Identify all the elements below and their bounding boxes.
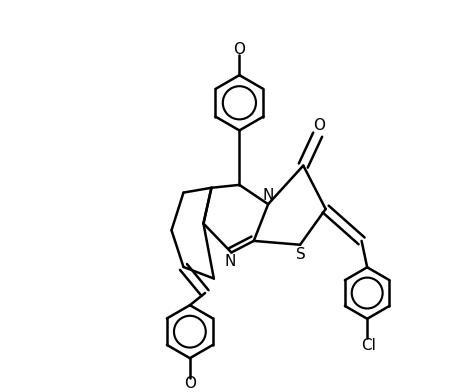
Text: O: O — [313, 118, 325, 133]
Text: Cl: Cl — [361, 338, 376, 353]
Text: N: N — [263, 189, 274, 203]
Text: O: O — [184, 376, 196, 392]
Text: S: S — [296, 247, 306, 262]
Text: O: O — [233, 42, 246, 57]
Text: N: N — [225, 254, 236, 269]
